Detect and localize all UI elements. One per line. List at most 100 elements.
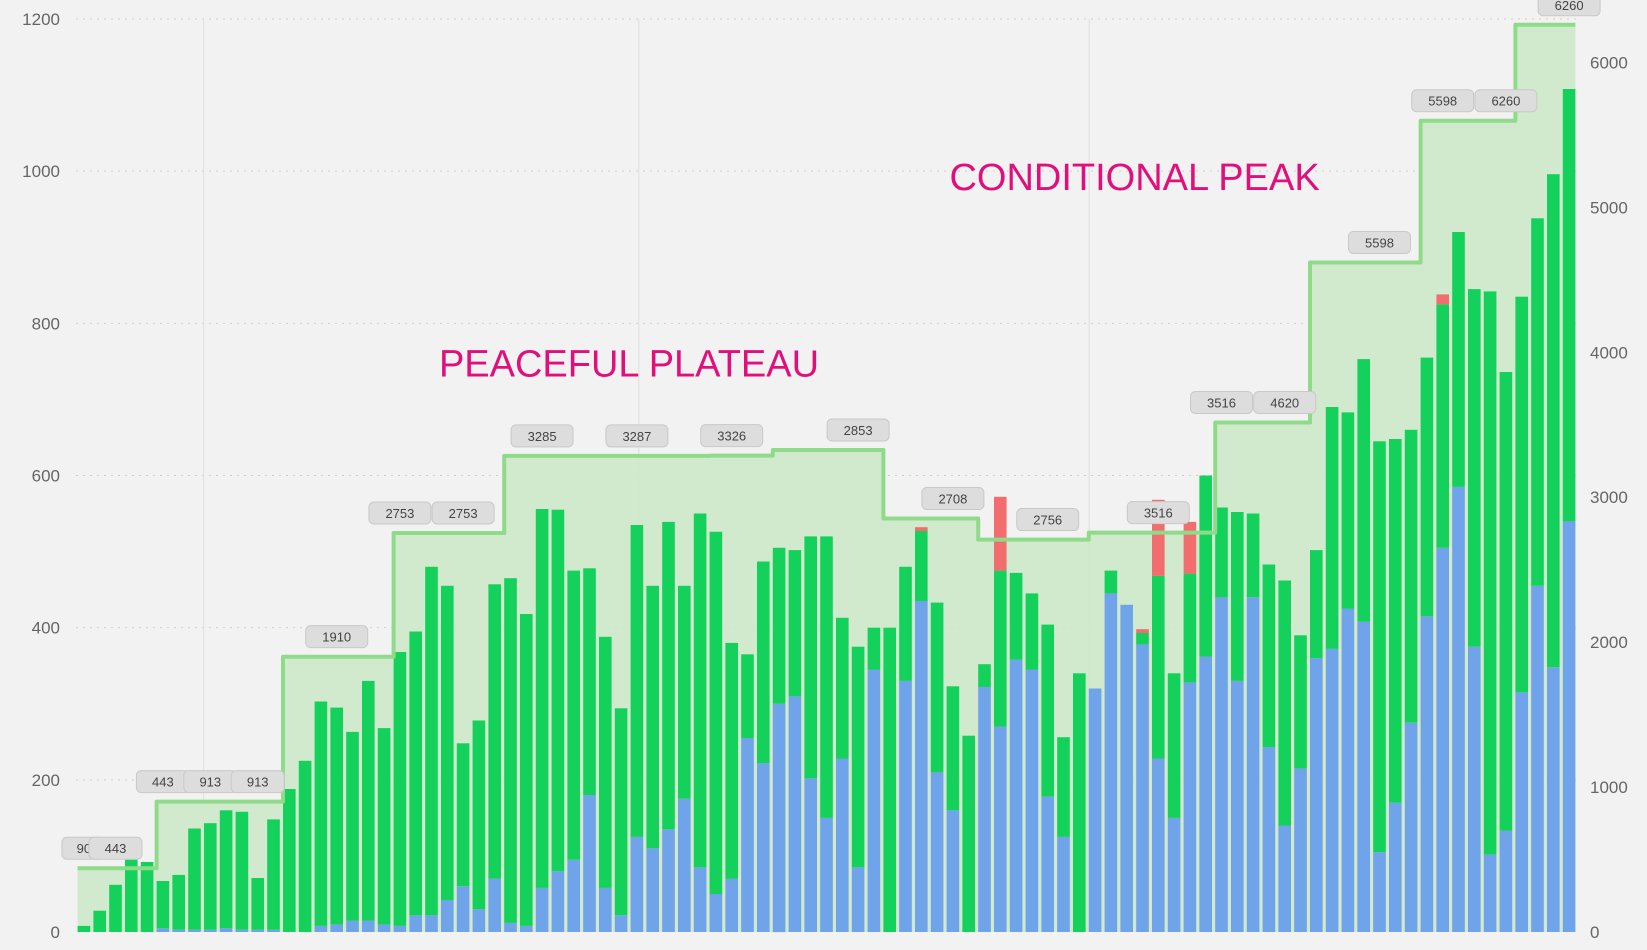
bar-green [1341, 412, 1355, 609]
data-label-badge: 5598 [1348, 230, 1411, 254]
bar-red [1183, 521, 1197, 574]
data-label-badge: 2753 [431, 501, 495, 525]
bar-green [93, 910, 106, 932]
bar-green [1246, 513, 1260, 598]
bar-blue [251, 929, 264, 932]
bar-blue [1310, 658, 1323, 932]
bar-green [946, 686, 960, 811]
bar-blue [535, 887, 549, 932]
bar-blue [156, 928, 170, 932]
bar-blue [1499, 830, 1513, 932]
bar-blue [772, 703, 786, 933]
bar-green [441, 585, 454, 900]
bar-green [978, 664, 991, 687]
bar-green [1199, 475, 1212, 657]
bar-green [867, 627, 881, 670]
bar-blue [1357, 621, 1370, 932]
bar-green [899, 566, 912, 681]
bar-green [1215, 507, 1228, 598]
badge-background [88, 836, 143, 860]
bar-green [772, 547, 786, 704]
bar-blue [362, 920, 375, 932]
badge-background [1126, 501, 1190, 525]
y-right-tick-label: 1000 [1590, 778, 1628, 797]
bar-blue [1136, 644, 1149, 932]
data-label: 443 [152, 775, 174, 790]
bar-green [1152, 575, 1165, 759]
cumulative-step-line [77, 22, 1576, 871]
bar-green [330, 707, 343, 925]
bar-green [962, 735, 975, 932]
bar-blue [425, 915, 438, 932]
bar-blue [1515, 692, 1528, 932]
bar-blue [915, 601, 928, 932]
y-left-tick-label: 200 [32, 771, 60, 790]
badge-background [1474, 89, 1538, 113]
bar-red [915, 527, 928, 531]
bar-blue [1468, 646, 1481, 932]
bar-blue [1562, 521, 1576, 932]
data-label-badge: 4620 [1253, 390, 1317, 414]
bar-green [836, 617, 849, 759]
bar-blue [1341, 608, 1355, 932]
bar-green [583, 568, 596, 795]
bar-green [456, 743, 470, 887]
bar-red [994, 496, 1007, 571]
badge-background [368, 501, 432, 525]
bar-blue [456, 886, 470, 932]
bar-blue [1041, 796, 1054, 932]
data-label-badge: 3287 [605, 424, 669, 448]
data-label: 913 [247, 775, 269, 790]
bar-blue [393, 925, 407, 932]
bar-green [1436, 304, 1449, 548]
bar-blue [1373, 852, 1386, 932]
annotation-label: PEACEFUL PLATEAU [439, 344, 819, 386]
data-label: 5598 [1365, 235, 1394, 250]
data-label-badge: 3516 [1190, 390, 1253, 414]
data-label-badge: 443 [88, 836, 143, 860]
bar-green [298, 760, 312, 932]
bar-blue [1025, 669, 1039, 932]
bar-blue [804, 778, 817, 932]
y-left-tick-label: 1000 [22, 162, 60, 181]
annotation-label: CONDITIONAL PEAK [949, 157, 1319, 199]
bar-blue [646, 848, 659, 932]
y-right-tick-label: 4000 [1590, 343, 1628, 362]
bar-blue [867, 669, 881, 932]
right-axis: 0 1000 2000 3000 4000 5000 6000 [1590, 53, 1628, 942]
bar-blue [1420, 616, 1434, 932]
badge-background [1537, 0, 1601, 17]
bar-green [915, 531, 928, 601]
bar-blue [946, 810, 960, 932]
bar-green [630, 525, 644, 837]
bar-green [567, 570, 580, 860]
bar-blue [1104, 593, 1118, 932]
badge-background [510, 424, 574, 448]
bar-green [188, 828, 201, 930]
bar-green [1183, 573, 1197, 683]
bar-blue [1483, 854, 1497, 932]
bar-green [599, 636, 612, 888]
bar-blue [1436, 547, 1449, 932]
bar-green [1025, 593, 1039, 670]
badge-background [605, 424, 669, 448]
data-label-badge: 3285 [510, 424, 574, 448]
data-label: 5598 [1428, 94, 1457, 109]
bar-blue [1088, 688, 1102, 932]
badge-background [826, 418, 890, 442]
bar-green [994, 570, 1007, 727]
bar-green [1231, 512, 1244, 681]
bar-green [1325, 407, 1339, 649]
annotations: PEACEFUL PLATEAU CONDITIONAL PEAK [439, 157, 1320, 385]
bar-green [1041, 624, 1054, 797]
left-axis: 0 200 400 600 800 1000 1200 [22, 10, 60, 942]
data-label-badge: 2853 [826, 418, 890, 442]
bar-blue [551, 871, 565, 932]
bar-green [1073, 673, 1086, 932]
bar-green [488, 584, 501, 879]
y-left-tick-label: 600 [32, 467, 60, 486]
bar-blue [1152, 758, 1165, 932]
bar-blue [1120, 604, 1133, 932]
y-right-tick-label: 2000 [1590, 633, 1628, 652]
bar-blue [235, 929, 249, 932]
